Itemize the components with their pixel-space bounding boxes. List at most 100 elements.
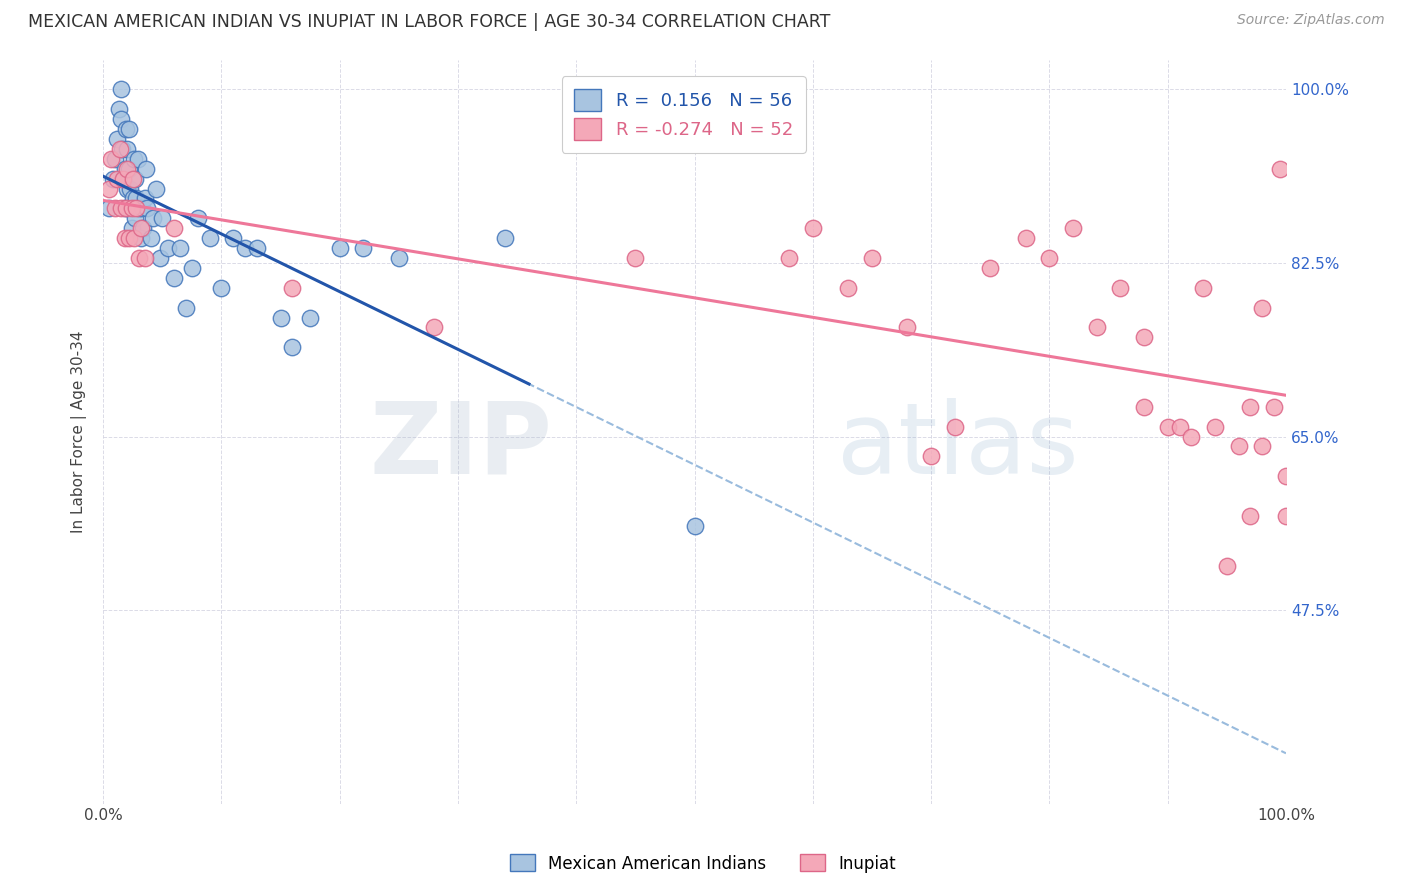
Point <box>139 231 162 245</box>
Point <box>1275 469 1298 483</box>
Point <box>163 270 186 285</box>
Point <box>246 241 269 255</box>
Point <box>624 251 647 265</box>
Point <box>494 231 516 245</box>
Point <box>132 221 155 235</box>
Point <box>98 202 121 216</box>
Point <box>299 310 322 325</box>
Point <box>1180 429 1202 443</box>
Point <box>1085 320 1108 334</box>
Point <box>124 211 146 226</box>
Point <box>110 202 132 216</box>
Point <box>1038 251 1060 265</box>
Point <box>329 241 352 255</box>
Point <box>111 142 134 156</box>
Point <box>281 281 304 295</box>
Point <box>142 211 165 226</box>
Point <box>211 281 233 295</box>
Point <box>114 122 136 136</box>
Point <box>187 211 209 226</box>
Point <box>114 231 136 245</box>
Point <box>979 260 1001 275</box>
Point <box>129 231 152 245</box>
Legend: Mexican American Indians, Inupiat: Mexican American Indians, Inupiat <box>503 847 903 880</box>
Point <box>122 231 145 245</box>
Point <box>107 102 129 116</box>
Point <box>118 122 141 136</box>
Point <box>837 281 859 295</box>
Point <box>134 192 156 206</box>
Point <box>100 152 122 166</box>
Point <box>1263 400 1285 414</box>
Point <box>1133 400 1156 414</box>
Point <box>145 181 167 195</box>
Point <box>120 181 142 195</box>
Point <box>118 231 141 245</box>
Point <box>136 202 159 216</box>
Point <box>1062 221 1084 235</box>
Point <box>110 82 132 96</box>
Legend: R =  0.156   N = 56, R = -0.274   N = 52: R = 0.156 N = 56, R = -0.274 N = 52 <box>561 76 806 153</box>
Point <box>107 171 129 186</box>
Text: ZIP: ZIP <box>370 398 553 495</box>
Y-axis label: In Labor Force | Age 30-34: In Labor Force | Age 30-34 <box>72 330 87 533</box>
Point <box>149 251 172 265</box>
Point <box>114 161 136 176</box>
Point <box>128 251 150 265</box>
Point <box>117 202 139 216</box>
Point <box>1251 440 1274 454</box>
Point <box>112 171 135 186</box>
Point <box>778 251 800 265</box>
Point <box>163 221 186 235</box>
Point <box>104 202 127 216</box>
Point <box>114 202 136 216</box>
Point <box>1157 419 1180 434</box>
Point <box>233 241 256 255</box>
Point <box>124 171 146 186</box>
Point <box>174 301 197 315</box>
Point <box>104 152 127 166</box>
Point <box>423 320 446 334</box>
Point <box>135 161 157 176</box>
Point <box>169 241 191 255</box>
Point <box>270 310 292 325</box>
Point <box>180 260 202 275</box>
Point <box>1204 419 1226 434</box>
Point <box>1268 161 1291 176</box>
Point <box>860 251 883 265</box>
Point <box>1239 508 1261 523</box>
Point <box>115 142 138 156</box>
Point <box>352 241 374 255</box>
Point <box>121 171 143 186</box>
Point <box>1227 440 1250 454</box>
Point <box>121 202 143 216</box>
Point <box>896 320 918 334</box>
Point <box>121 192 143 206</box>
Point <box>108 142 131 156</box>
Point <box>198 231 221 245</box>
Point <box>114 202 136 216</box>
Point <box>134 251 156 265</box>
Point <box>683 519 706 533</box>
Point <box>107 132 129 146</box>
Point <box>118 161 141 176</box>
Point <box>101 171 124 186</box>
Point <box>281 340 304 354</box>
Point <box>1216 558 1239 573</box>
Point <box>1275 508 1298 523</box>
Point <box>115 161 138 176</box>
Point <box>112 171 135 186</box>
Point <box>98 181 121 195</box>
Point <box>388 251 411 265</box>
Text: atlas: atlas <box>837 398 1078 495</box>
Point <box>115 181 138 195</box>
Point <box>1239 400 1261 414</box>
Point <box>150 211 173 226</box>
Point <box>1192 281 1215 295</box>
Point <box>128 202 150 216</box>
Point <box>1015 231 1038 245</box>
Point <box>943 419 966 434</box>
Point <box>1133 330 1156 344</box>
Point <box>1109 281 1132 295</box>
Point <box>110 112 132 127</box>
